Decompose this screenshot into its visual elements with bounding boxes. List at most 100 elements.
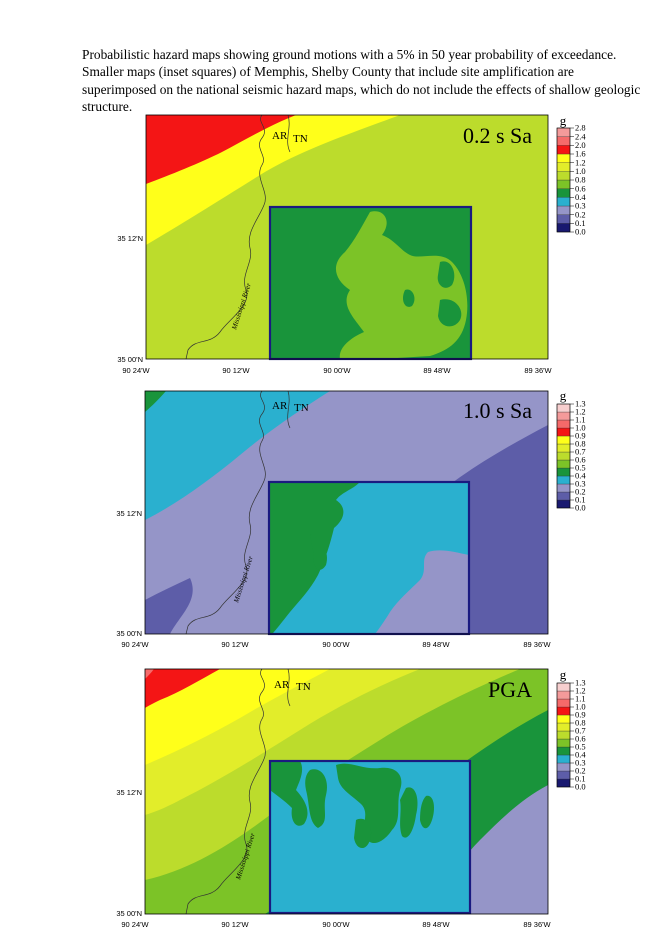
- legend-label: 0.1: [575, 774, 586, 784]
- figure-caption: Probabilistic hazard maps showing ground…: [82, 47, 641, 115]
- legend-label: 0.3: [575, 479, 586, 489]
- legend-swatch: [556, 411, 571, 421]
- mississippi-river-line: [185, 390, 266, 635]
- legend-label: 0.9: [575, 431, 586, 441]
- legend-label: 2.8: [575, 123, 586, 133]
- legend-label: 1.2: [575, 157, 586, 167]
- state-border-line: [287, 668, 291, 707]
- map-frame: [144, 390, 549, 635]
- lon-tick-label: 89 48'W: [423, 366, 451, 375]
- legend-label: 0.7: [575, 726, 586, 736]
- arkansas-label: AR: [274, 679, 290, 691]
- legend-unit: g: [560, 667, 567, 682]
- legend-label: 0.3: [575, 758, 586, 768]
- map-frame: [144, 668, 549, 915]
- lon-tick-label: 90 00'W: [322, 640, 350, 649]
- legend-swatch: [556, 778, 571, 788]
- legend-swatch: [556, 682, 571, 692]
- memphis-inset-map: [268, 759, 472, 915]
- legend-swatch: [556, 443, 571, 453]
- legend-label: 0.6: [575, 734, 586, 744]
- legend-label: 1.6: [575, 149, 586, 159]
- inset-border: [268, 759, 472, 915]
- legend-label: 0.4: [575, 750, 586, 760]
- legend-frame: [556, 403, 571, 509]
- legend-swatch: [556, 197, 571, 207]
- hazard-map-panel-pga: AR TN Mississippi River PGA 35 12'N 35 0…: [0, 660, 651, 935]
- tennessee-label: TN: [293, 133, 308, 145]
- axis-labels: 35 12'N 35 00'N 90 24'W 90 12'W 90 00'W …: [117, 234, 552, 375]
- hazard-band: [146, 115, 296, 184]
- legend-label: 0.1: [575, 218, 586, 228]
- inset-hazard-zone: [310, 534, 328, 570]
- legend-label: 0.5: [575, 463, 586, 473]
- legend-label: 1.2: [575, 407, 586, 417]
- legend-label: 0.9: [575, 710, 586, 720]
- legend-swatch: [556, 483, 571, 493]
- hazard-band: [145, 669, 330, 765]
- hazard-band: [145, 391, 166, 412]
- lon-tick-label: 90 12'W: [222, 366, 250, 375]
- color-legend: 0.00.10.20.30.40.50.60.70.80.91.01.11.21…: [556, 678, 586, 792]
- legend-swatch: [556, 706, 571, 716]
- legend-label: 2.0: [575, 140, 586, 150]
- legend-swatch: [556, 403, 571, 413]
- legend-unit: g: [560, 388, 567, 403]
- legend-label: 0.4: [575, 192, 586, 202]
- legend-swatch: [556, 153, 571, 163]
- legend-swatch: [556, 427, 571, 437]
- legend-swatch: [556, 491, 571, 501]
- legend-swatch: [556, 467, 571, 477]
- lon-tick-label: 89 36'W: [523, 920, 551, 929]
- axis-labels: 35 12'N 35 00'N 90 24'W 90 12'W 90 00'W …: [116, 788, 551, 929]
- legend-label: 1.3: [575, 678, 586, 688]
- legend-label: 2.4: [575, 131, 586, 141]
- legend-swatch: [556, 714, 571, 724]
- legend-swatch: [556, 127, 571, 137]
- hazard-band: [145, 669, 220, 708]
- legend-label: 1.2: [575, 686, 586, 696]
- map-title: 0.2 s Sa: [463, 123, 532, 148]
- legend-swatch: [556, 419, 571, 429]
- lon-tick-label: 89 36'W: [523, 640, 551, 649]
- map-frame: [145, 114, 549, 360]
- legend-label: 1.0: [575, 423, 586, 433]
- legend-label: 0.5: [575, 742, 586, 752]
- legend-swatch: [556, 459, 571, 469]
- lon-tick-label: 90 00'W: [322, 920, 350, 929]
- legend-swatch: [556, 762, 571, 772]
- state-border-line: [287, 390, 291, 429]
- inset-hazard-zone: [400, 787, 418, 838]
- mississippi-river-line: [185, 668, 266, 915]
- legend-swatch: [556, 145, 571, 155]
- hazard-band: [145, 669, 154, 679]
- memphis-inset-map: [268, 205, 473, 361]
- lon-tick-label: 89 48'W: [422, 640, 450, 649]
- legend-swatch: [556, 188, 571, 198]
- color-legend: 0.00.10.20.30.40.50.60.70.80.91.01.11.21…: [556, 399, 586, 513]
- hazard-map-panel-1-0s-sa: AR TN Mississippi River 1.0 s Sa 35 12'N…: [0, 385, 651, 660]
- state-border-line: [287, 114, 291, 153]
- lon-tick-label: 89 48'W: [422, 920, 450, 929]
- lat-tick-label: 35 00'N: [116, 629, 142, 638]
- inset-hazard-zone: [336, 763, 402, 844]
- hazard-band: [145, 391, 330, 520]
- legend-label: 1.0: [575, 166, 586, 176]
- legend-swatch: [556, 171, 571, 181]
- inset-hazard-zone: [438, 299, 462, 327]
- inset-hazard-zone: [420, 795, 434, 829]
- legend-label: 0.1: [575, 495, 586, 505]
- arkansas-label: AR: [272, 130, 288, 142]
- legend-label: 1.0: [575, 702, 586, 712]
- legend-label: 1.1: [575, 694, 586, 704]
- legend-label: 0.2: [575, 487, 586, 497]
- lat-tick-label: 35 00'N: [117, 355, 143, 364]
- map-title: PGA: [488, 677, 532, 702]
- map-title: 1.0 s Sa: [463, 398, 532, 423]
- memphis-inset-map: [267, 480, 471, 636]
- hazard-map-svg: AR TN Mississippi River 0.2 s Sa 35 12'N…: [117, 113, 586, 375]
- lon-tick-label: 90 12'W: [221, 920, 249, 929]
- legend-label: 0.8: [575, 439, 586, 449]
- lat-tick-label: 35 00'N: [116, 909, 142, 918]
- legend-swatch: [556, 499, 571, 509]
